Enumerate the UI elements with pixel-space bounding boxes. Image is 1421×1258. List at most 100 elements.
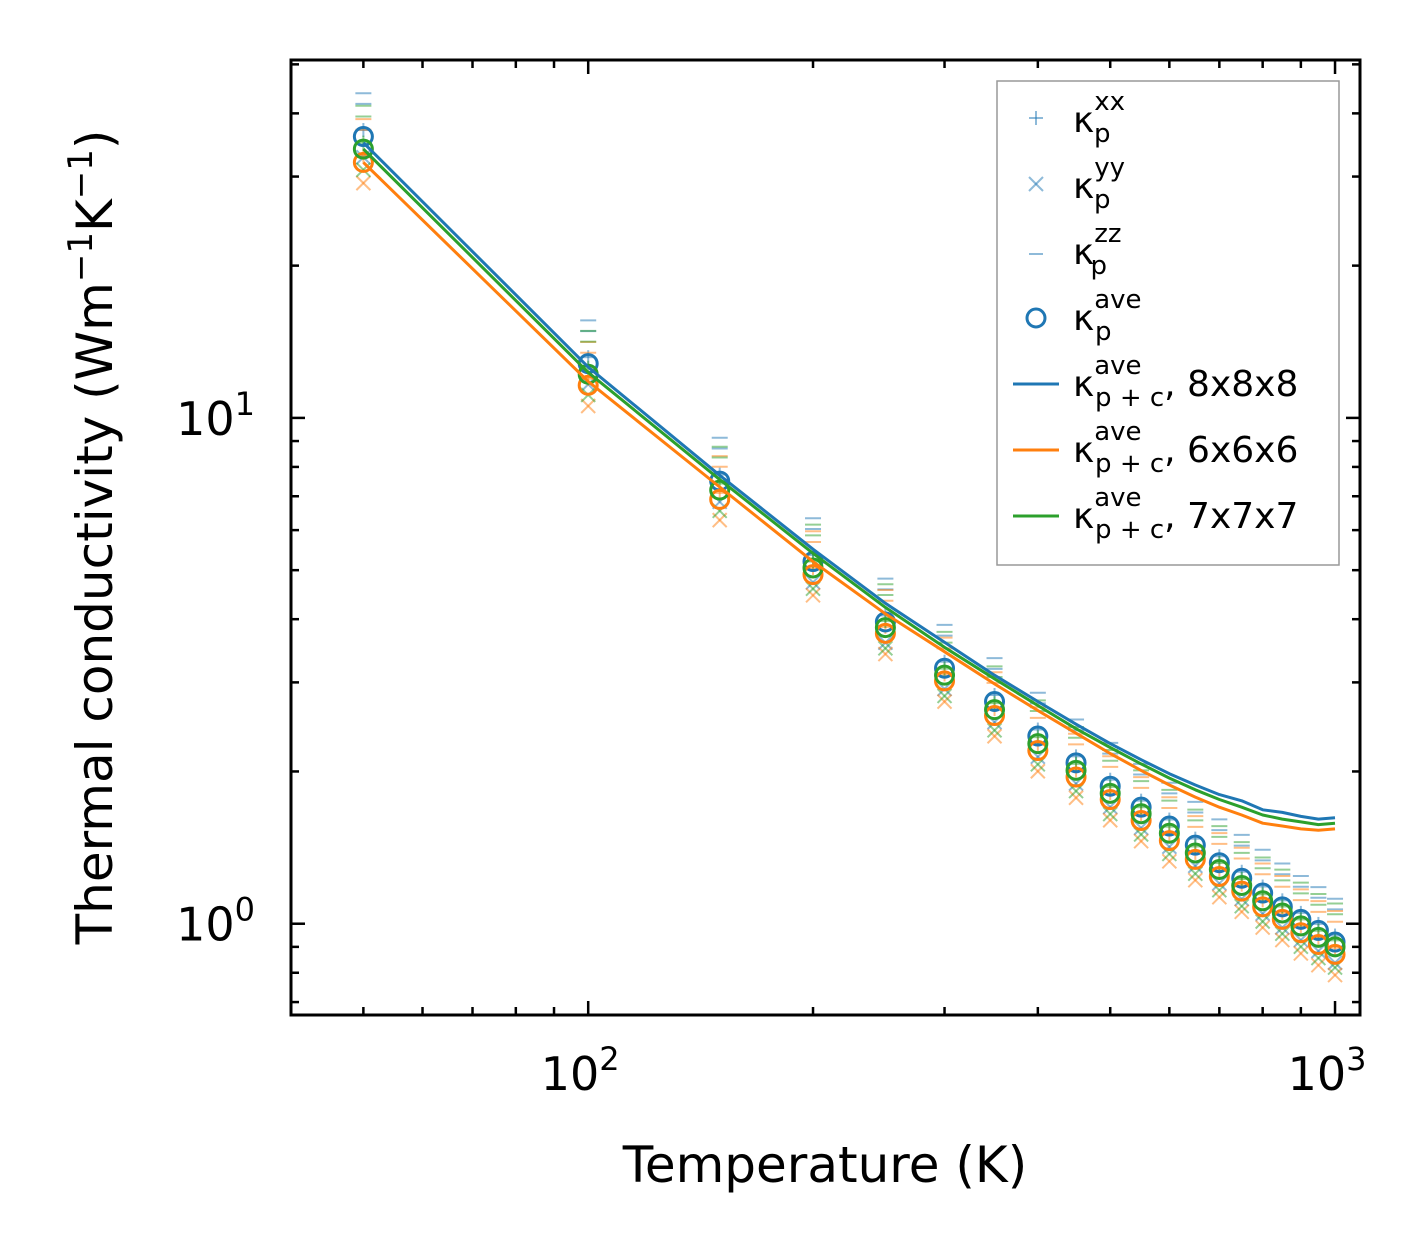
- kyy-point-6x6x6-400: [1030, 763, 1046, 779]
- kave-point-7x7x7-1000: [1324, 936, 1346, 958]
- kave-point-6x6x6-600: [1158, 830, 1180, 852]
- kave-point-8x8x8-400: [1027, 725, 1049, 747]
- legend-entry-2-sup: zz: [1094, 219, 1121, 249]
- legend-entry-6-sup: ave: [1094, 483, 1141, 513]
- kave-point-6x6x6-750: [1231, 880, 1253, 902]
- x-tick-label-base: 10: [541, 1047, 600, 1101]
- kyy-point-6x6x6-100-b: [580, 398, 596, 414]
- kyy-point-6x6x6-800: [1254, 919, 1271, 936]
- kyy-point-7x7x7-350-b: [986, 722, 1003, 739]
- kyy-point-8x8x8-900: [1293, 932, 1309, 948]
- kave-line-8x8x8: [362, 141, 1336, 821]
- kyy-point-7x7x7-800-b: [1254, 913, 1271, 930]
- y-tick-label-10: 101: [176, 385, 255, 446]
- kave-line-7x7x7: [362, 148, 1336, 827]
- kave-point-8x8x8-800: [1252, 882, 1274, 904]
- y-axis-label-main: Thermal conductivity (Wm: [66, 282, 124, 945]
- kave-point-7x7x7-300: [934, 664, 956, 686]
- kyy-point-6x6x6-550-b: [1133, 833, 1149, 849]
- legend-entry-2-label: κzz p: [1073, 219, 1122, 281]
- kave-point-7x7x7-350: [984, 699, 1006, 721]
- legend-entry-3-sub: p: [1095, 317, 1112, 347]
- kave-point-8x8x8-50: [352, 126, 374, 148]
- kave-point-8x8x8-650: [1184, 834, 1206, 856]
- kave-point-8x8x8-550: [1130, 796, 1152, 818]
- legend-entry-3-label: κave p: [1073, 285, 1142, 347]
- kave-point-7x7x7-400: [1027, 733, 1049, 755]
- kave-point-7x7x7-800: [1252, 890, 1274, 912]
- legend-entry-0-base: κ: [1073, 100, 1094, 141]
- legend-entry-6-suffix: , 7x7x7: [1164, 496, 1298, 537]
- x-tick-label-1000: 103: [1288, 1040, 1367, 1101]
- kave-point-7x7x7-600: [1158, 822, 1180, 844]
- kyy-point-7x7x7-500: [1102, 806, 1118, 822]
- kyy-point-6x6x6-450: [1068, 790, 1084, 806]
- kave-point-7x7x7-650: [1184, 842, 1206, 864]
- kyy-point-7x7x7-800: [1254, 913, 1271, 930]
- kyy-point-6x6x6-550: [1133, 833, 1149, 849]
- kyy-point-6x6x6-500-b: [1102, 812, 1118, 828]
- kyy-point-6x6x6-350-b: [986, 728, 1003, 744]
- legend-entry-6-label: κave p + c, 7x7x7: [1073, 483, 1298, 545]
- kyy-point-6x6x6-600: [1161, 853, 1178, 870]
- kave-point-6x6x6-400: [1027, 740, 1049, 762]
- kyy-point-7x7x7-850: [1274, 926, 1291, 942]
- kave-point-7x7x7-50: [352, 138, 374, 160]
- kyy-point-7x7x7-500-b: [1102, 806, 1118, 822]
- kyy-point-7x7x7-350: [986, 722, 1003, 739]
- kyy-point-6x6x6-750-b: [1234, 904, 1250, 920]
- kave-point-6x6x6-550: [1130, 809, 1152, 831]
- kave-point-8x8x8-600: [1158, 815, 1180, 837]
- kyy-point-6x6x6-300-b: [936, 693, 953, 710]
- kyy-point-6x6x6-700: [1211, 889, 1228, 905]
- kave-point-8x8x8-750: [1231, 867, 1253, 889]
- kyy-point-6x6x6-500: [1102, 812, 1118, 828]
- kave-point-6x6x6-100: [577, 374, 599, 396]
- kave-point-8x8x8-350: [984, 690, 1006, 712]
- kave-point-7x7x7-250: [874, 617, 896, 639]
- kave-point-6x6x6-50: [352, 151, 374, 173]
- kave-point-8x8x8-300: [934, 657, 956, 679]
- y-axis-label-end: ): [66, 130, 124, 150]
- kave-point-6x6x6-850: [1271, 908, 1293, 930]
- legend-entry-3-base: κ: [1073, 298, 1094, 339]
- kave-point-6x6x6-200: [802, 564, 824, 586]
- legend-entry-4-label: κave p + c, 8x8x8: [1073, 351, 1298, 413]
- kyy-point-8x8x8-550: [1133, 820, 1149, 836]
- legend-entry-5-sup: ave: [1094, 417, 1141, 447]
- kyy-point-6x6x6-650-b: [1187, 872, 1204, 888]
- legend-entry-6-base: κ: [1073, 496, 1094, 537]
- y-tick-label-exp: 1: [235, 385, 255, 423]
- kyy-point-6x6x6-850: [1274, 932, 1291, 948]
- kave-point-7x7x7-550: [1130, 803, 1152, 825]
- kyy-point-7x7x7-850-b: [1274, 926, 1291, 942]
- kave-point-6x6x6-800: [1252, 896, 1274, 918]
- legend-entry-5-sub: p + c: [1095, 449, 1164, 479]
- y-tick-label-1: 100: [176, 891, 255, 952]
- kave-point-6x6x6-300: [934, 670, 956, 692]
- x-tick-label-exp: 2: [599, 1040, 619, 1078]
- kyy-point-6x6x6-300: [936, 693, 953, 710]
- kave-point-8x8x8-500: [1099, 775, 1121, 797]
- kyy-point-7x7x7-300-b: [936, 688, 953, 704]
- x-tick-label-base: 10: [1288, 1047, 1347, 1101]
- kyy-point-6x6x6-1000-b: [1327, 967, 1343, 983]
- kave-point-6x6x6-250: [874, 622, 896, 644]
- x-axis-label: Temperature (K): [622, 1136, 1027, 1194]
- legend-entry-2-sub: p: [1091, 251, 1108, 281]
- x-tick-label-100: 102: [541, 1040, 620, 1101]
- kyy-point-8x8x8-900-b: [1293, 932, 1309, 948]
- legend-entry-0-sup: xx: [1094, 87, 1125, 117]
- kyy-point-6x6x6-200-b: [805, 587, 821, 604]
- legend-entry-1-label: κyy p: [1073, 153, 1125, 215]
- kave-point-8x8x8-850: [1271, 896, 1293, 918]
- legend-entry-1-sup: yy: [1094, 153, 1125, 183]
- x-tick-label-exp: 3: [1346, 1040, 1366, 1078]
- legend-entry-0-sub: p: [1094, 119, 1111, 149]
- legend-entry-5-label: κave p + c, 6x6x6: [1073, 417, 1298, 479]
- kyy-point-6x6x6-800-b: [1254, 919, 1271, 936]
- y-tick-label-base: 10: [176, 898, 235, 952]
- kyy-point-7x7x7-250-b: [877, 640, 894, 657]
- kave-point-7x7x7-700: [1208, 858, 1230, 880]
